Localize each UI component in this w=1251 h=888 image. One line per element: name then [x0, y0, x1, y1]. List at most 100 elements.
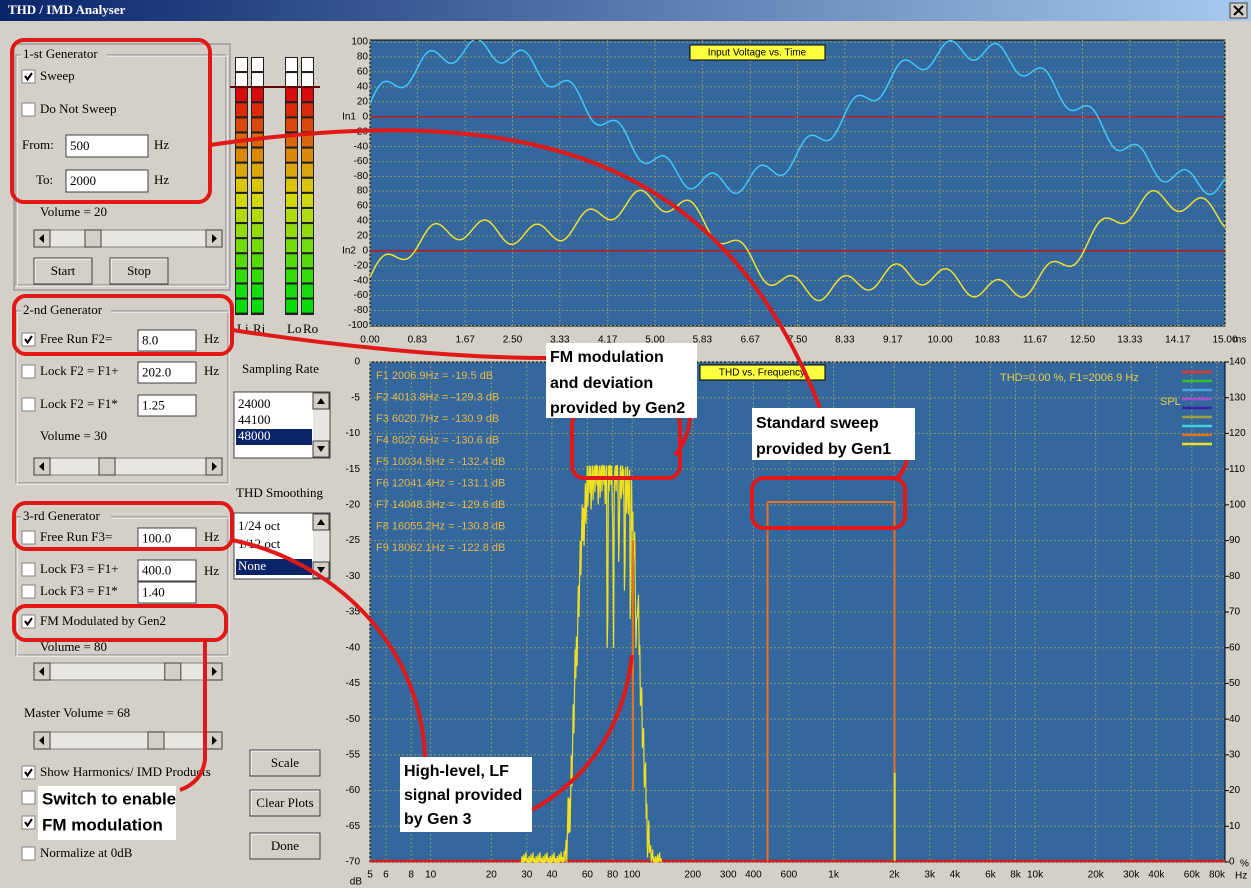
label: Master Volume = 68 [24, 705, 130, 720]
checkbox[interactable] [21, 790, 36, 805]
annotation-text: Standard sweep [756, 415, 879, 432]
callout-frame [12, 294, 234, 356]
arrow [317, 398, 325, 404]
slider-thumb[interactable] [84, 229, 102, 248]
button-label: Done [271, 838, 299, 853]
callout-line [209, 128, 822, 409]
y2-tick-label: 40 [1229, 714, 1241, 725]
callout-line [673, 417, 692, 457]
list-option: 44100 [238, 412, 271, 427]
check-mark [24, 335, 33, 345]
y-tick-label: 100 [351, 37, 368, 48]
checkbox[interactable] [21, 102, 36, 117]
checkbox[interactable] [21, 562, 36, 577]
meter-segment [252, 103, 263, 117]
button[interactable] [33, 257, 93, 285]
annotation-box [38, 786, 176, 840]
in2-trace [370, 189, 1225, 302]
label: FM Modulated by Gen2 [40, 613, 166, 628]
input-value: 100.0 [142, 530, 171, 545]
meter-segment [236, 73, 247, 87]
button-label: Start [51, 263, 76, 278]
arrow [212, 736, 217, 745]
window-title: THD / IMD Analyser [8, 2, 126, 17]
meter-segment [286, 193, 297, 207]
slider-thumb[interactable] [164, 662, 182, 681]
button[interactable] [249, 749, 321, 777]
annotation-box [752, 408, 915, 460]
checkbox[interactable] [21, 584, 36, 599]
slider-track[interactable] [33, 662, 223, 681]
meter-segment [286, 269, 297, 283]
plot-title: THD vs. Frequency [719, 368, 805, 379]
label: To: [36, 172, 53, 187]
checkbox[interactable] [21, 530, 36, 545]
meter-segment [252, 224, 263, 238]
meter-segment [236, 163, 247, 177]
button[interactable] [109, 257, 169, 285]
meter-segment [302, 133, 313, 147]
x-tick-label: 3k [924, 870, 936, 881]
label: Lock F3 = F1+ [40, 561, 119, 576]
meter-segment [302, 118, 313, 132]
y2-tick-label: 80 [1229, 571, 1241, 582]
slider-thumb[interactable] [98, 457, 116, 476]
label: Sweep [40, 68, 75, 83]
button-label: Stop [127, 263, 151, 278]
x-tick-label: 6k [985, 870, 997, 881]
slider-track[interactable] [33, 229, 223, 248]
spl-label: SPL [1160, 396, 1181, 408]
y-tick-label: 60 [357, 67, 369, 78]
text-input[interactable] [137, 559, 197, 582]
y-tick-label: -10 [346, 428, 361, 439]
y-tick-label: 0 [354, 357, 360, 368]
callout-frame [750, 476, 907, 530]
checkbox[interactable] [21, 364, 36, 379]
text-input[interactable] [137, 329, 197, 352]
button-bevel [110, 258, 167, 283]
meter-segment [302, 254, 313, 268]
y2-tick-label: 90 [1229, 535, 1241, 546]
label: Hz [154, 172, 169, 187]
slider-track[interactable] [33, 731, 223, 750]
annotation-text: Switch to enable [42, 789, 176, 808]
text-input[interactable] [137, 361, 197, 384]
y-unit: dB [350, 877, 363, 888]
callout-line [179, 640, 207, 792]
selected-option [236, 429, 312, 445]
checkbox[interactable] [21, 397, 36, 412]
y2-unit: % [1240, 859, 1249, 870]
text-input[interactable] [65, 134, 149, 158]
y-tick-label: -45 [346, 678, 361, 689]
arrow [212, 667, 217, 676]
text-input[interactable] [137, 394, 197, 417]
y-tick-label: 80 [357, 52, 369, 63]
y-tick-label: 0 [362, 245, 368, 256]
arrow [39, 667, 44, 676]
slider-track[interactable] [33, 457, 223, 476]
meter-segment [302, 58, 313, 71]
meter-segment [236, 88, 247, 102]
meter-segment [236, 103, 247, 117]
meter-segment [252, 254, 263, 268]
y-tick-label: -80 [354, 171, 369, 182]
list-option: 1/12 oct [238, 536, 281, 551]
x-tick-label: 3.33 [550, 335, 570, 346]
x-tick-label: 8k [1010, 870, 1022, 881]
meter-segment [236, 239, 247, 253]
button[interactable] [249, 832, 321, 860]
x-tick-label: 10.00 [927, 335, 952, 346]
button[interactable] [249, 789, 321, 817]
x-tick-label: 600 [781, 870, 798, 881]
y2-tick-label: 70 [1229, 607, 1241, 618]
slider-thumb[interactable] [147, 731, 165, 750]
callout-line [231, 538, 427, 758]
meter-label: Lo [287, 321, 301, 336]
button-bevel [250, 790, 319, 815]
checkbox[interactable] [21, 846, 36, 861]
x-tick-label: 10k [1027, 870, 1044, 881]
text-input[interactable] [137, 581, 197, 604]
x-tick-label: 100 [624, 870, 641, 881]
text-input[interactable] [65, 169, 149, 193]
x-unit: Hz [1235, 871, 1247, 882]
